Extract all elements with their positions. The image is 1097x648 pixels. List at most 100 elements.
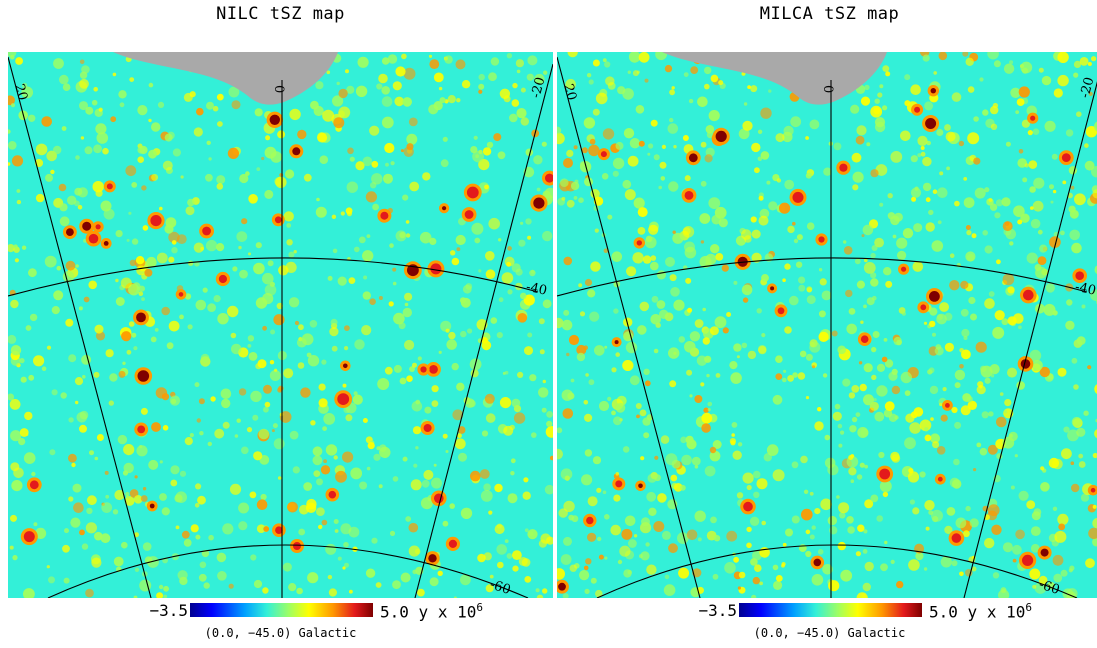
fluctuation-blob [278, 265, 289, 276]
fluctuation-blob [761, 520, 766, 526]
fluctuation-blob [77, 187, 88, 198]
fluctuation-blob [738, 128, 750, 140]
fluctuation-blob [141, 297, 145, 301]
fluctuation-blob [65, 318, 74, 327]
fluctuation-blob [371, 537, 378, 544]
fluctuation-blob [349, 589, 353, 594]
fluctuation-blob [510, 471, 515, 476]
fluctuation-blob [515, 268, 523, 276]
fluctuation-blob [333, 117, 345, 129]
fluctuation-blob [936, 129, 944, 136]
fluctuation-blob [641, 517, 650, 527]
fluctuation-blob [1001, 197, 1011, 207]
fluctuation-blob [369, 125, 380, 136]
fluctuation-blob [366, 466, 371, 471]
fluctuation-blob [988, 411, 994, 417]
fluctuation-blob [543, 70, 548, 75]
fluctuation-blob [932, 189, 938, 194]
fluctuation-blob [205, 239, 218, 252]
fluctuation-blob [527, 55, 538, 66]
fluctuation-blob [946, 166, 950, 171]
fluctuation-blob [285, 169, 295, 179]
fluctuation-blob [888, 413, 898, 422]
fluctuation-blob [984, 537, 995, 549]
fluctuation-blob [142, 487, 147, 491]
fluctuation-blob [1040, 466, 1045, 471]
fluctuation-blob [702, 307, 706, 312]
fluctuation-blob [1032, 128, 1040, 135]
fluctuation-blob [122, 470, 129, 476]
fluctuation-blob [612, 157, 625, 170]
fluctuation-blob [999, 392, 1004, 396]
fluctuation-blob [560, 468, 573, 481]
fluctuation-blob [1057, 74, 1069, 87]
fluctuation-blob [1030, 206, 1034, 210]
fluctuation-blob [954, 382, 961, 389]
fluctuation-blob [238, 388, 247, 396]
fluctuation-blob [709, 326, 719, 336]
fluctuation-blob [118, 90, 127, 99]
fluctuation-blob [811, 525, 816, 530]
fluctuation-blob [884, 401, 895, 412]
cluster-source [901, 266, 907, 272]
fluctuation-blob [638, 140, 645, 147]
colorbar [739, 603, 922, 617]
fluctuation-blob [643, 368, 650, 375]
cluster-source [879, 468, 891, 480]
fluctuation-blob [590, 577, 597, 584]
fluctuation-blob [570, 181, 580, 191]
fluctuation-blob [805, 353, 813, 361]
fluctuation-blob [159, 206, 163, 211]
fluctuation-blob [773, 580, 783, 591]
fluctuation-blob [611, 367, 617, 373]
fluctuation-blob [726, 530, 738, 542]
fluctuation-blob [1081, 304, 1086, 309]
fluctuation-blob [637, 325, 647, 335]
fluctuation-blob [298, 324, 304, 331]
fluctuation-blob [270, 151, 283, 163]
fluctuation-blob [241, 446, 249, 455]
fluctuation-blob [332, 248, 338, 254]
fluctuation-blob [325, 444, 338, 456]
label-lon-minus20: -20 [529, 76, 549, 100]
fluctuation-blob [321, 359, 327, 365]
fluctuation-blob [637, 207, 648, 218]
fluctuation-blob [520, 117, 529, 126]
fluctuation-blob [931, 240, 944, 252]
fluctuation-blob [751, 229, 761, 239]
fluctuation-blob [148, 149, 157, 159]
fluctuation-blob [718, 218, 728, 228]
fluctuation-blob [901, 311, 906, 316]
fluctuation-blob [315, 81, 324, 90]
fluctuation-blob [85, 106, 94, 115]
fluctuation-blob [904, 390, 911, 396]
fluctuation-blob [19, 428, 29, 437]
fluctuation-blob [179, 470, 187, 477]
fluctuation-blob [93, 371, 100, 378]
fluctuation-blob [1018, 86, 1030, 98]
fluctuation-blob [518, 239, 526, 247]
fluctuation-blob [747, 350, 757, 360]
fluctuation-blob [85, 588, 94, 598]
fluctuation-blob [573, 196, 578, 200]
fluctuation-blob [135, 256, 145, 265]
fluctuation-blob [966, 396, 973, 403]
fluctuation-blob [247, 335, 255, 342]
fluctuation-blob [1057, 513, 1069, 525]
fluctuation-blob [1031, 359, 1043, 371]
fluctuation-blob [818, 310, 826, 318]
fluctuation-blob [891, 454, 901, 463]
fluctuation-blob [542, 379, 546, 384]
fluctuation-blob [726, 312, 732, 317]
fluctuation-blob [105, 349, 114, 358]
fluctuation-blob [939, 302, 949, 312]
fluctuation-blob [850, 479, 855, 484]
fluctuation-blob [103, 208, 115, 220]
fluctuation-blob [189, 91, 196, 98]
fluctuation-blob [114, 489, 125, 501]
fluctuation-blob [8, 334, 17, 344]
fluctuation-blob [996, 416, 1007, 428]
fluctuation-blob [584, 413, 593, 422]
fluctuation-blob [497, 561, 504, 569]
fluctuation-blob [754, 564, 762, 572]
